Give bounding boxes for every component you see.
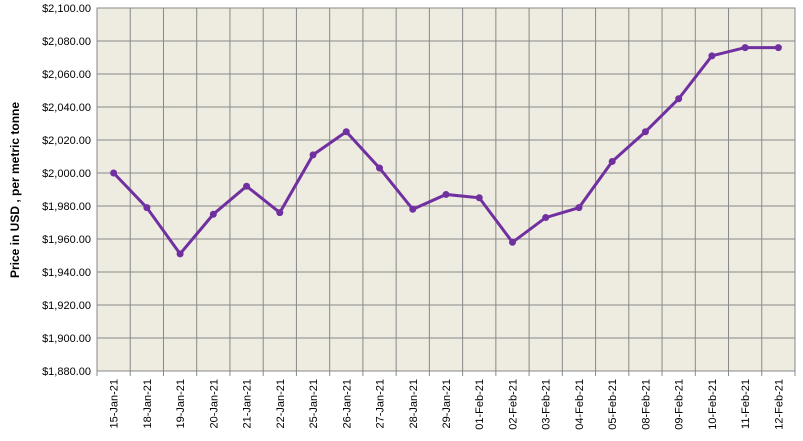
- x-tick-label: 04-Feb-21: [574, 379, 586, 430]
- x-tick-label: 05-Feb-21: [607, 379, 619, 430]
- x-tick-label: 03-Feb-21: [541, 379, 553, 430]
- point: [675, 95, 683, 103]
- point: [508, 238, 516, 246]
- point: [243, 182, 251, 190]
- point: [708, 52, 716, 60]
- y-tick-label: $1,880.00: [42, 366, 91, 378]
- y-tick-label: $2,020.00: [42, 135, 91, 147]
- point: [475, 194, 483, 202]
- y-tick-label: $1,960.00: [42, 234, 91, 246]
- y-axis-title: Price in USD , per metric tonne: [8, 102, 22, 278]
- x-tick-label: 18-Jan-21: [142, 379, 154, 429]
- point: [309, 151, 317, 159]
- point: [641, 128, 649, 136]
- point: [276, 209, 284, 217]
- x-tick-label: 19-Jan-21: [175, 379, 187, 429]
- y-tick-label: $1,920.00: [42, 300, 91, 312]
- point: [409, 205, 417, 213]
- point: [741, 44, 749, 52]
- x-tick-label: 26-Jan-21: [341, 379, 353, 429]
- x-tick-label: 08-Feb-21: [640, 379, 652, 430]
- point: [143, 204, 151, 212]
- x-tick-label: 29-Jan-21: [441, 379, 453, 429]
- x-tick-label: 25-Jan-21: [308, 379, 320, 429]
- point: [342, 128, 350, 136]
- x-tick-label: 28-Jan-21: [408, 379, 420, 429]
- point: [542, 214, 550, 222]
- plot-area: [96, 7, 796, 372]
- point: [376, 164, 384, 172]
- x-tick-label: 27-Jan-21: [375, 379, 387, 429]
- x-tick-label: 09-Feb-21: [674, 379, 686, 430]
- x-tick-label: 12-Feb-21: [773, 379, 785, 430]
- y-tick-label: $1,980.00: [42, 201, 91, 213]
- x-tick-label: 21-Jan-21: [242, 379, 254, 429]
- y-tick-label: $1,900.00: [42, 333, 91, 345]
- x-tick-label: 01-Feb-21: [474, 379, 486, 430]
- x-tick-label: 10-Feb-21: [707, 379, 719, 430]
- point: [774, 44, 782, 52]
- point: [608, 157, 616, 165]
- x-tick-label: 15-Jan-21: [109, 379, 121, 429]
- y-tick-label: $2,060.00: [42, 69, 91, 81]
- x-tick-label: 02-Feb-21: [507, 379, 519, 430]
- point: [575, 204, 583, 212]
- point: [176, 250, 184, 258]
- point: [442, 190, 450, 198]
- x-tick-label: 22-Jan-21: [275, 379, 287, 429]
- y-tick-label: $2,100.00: [42, 3, 91, 15]
- y-tick-label: $2,000.00: [42, 168, 91, 180]
- y-tick-label: $1,940.00: [42, 267, 91, 279]
- point: [110, 169, 118, 177]
- x-tick-label: 20-Jan-21: [208, 379, 220, 429]
- point: [209, 210, 217, 218]
- y-tick-label: $2,040.00: [42, 102, 91, 114]
- y-tick-label: $2,080.00: [42, 36, 91, 48]
- x-tick-label: 11-Feb-21: [740, 379, 752, 429]
